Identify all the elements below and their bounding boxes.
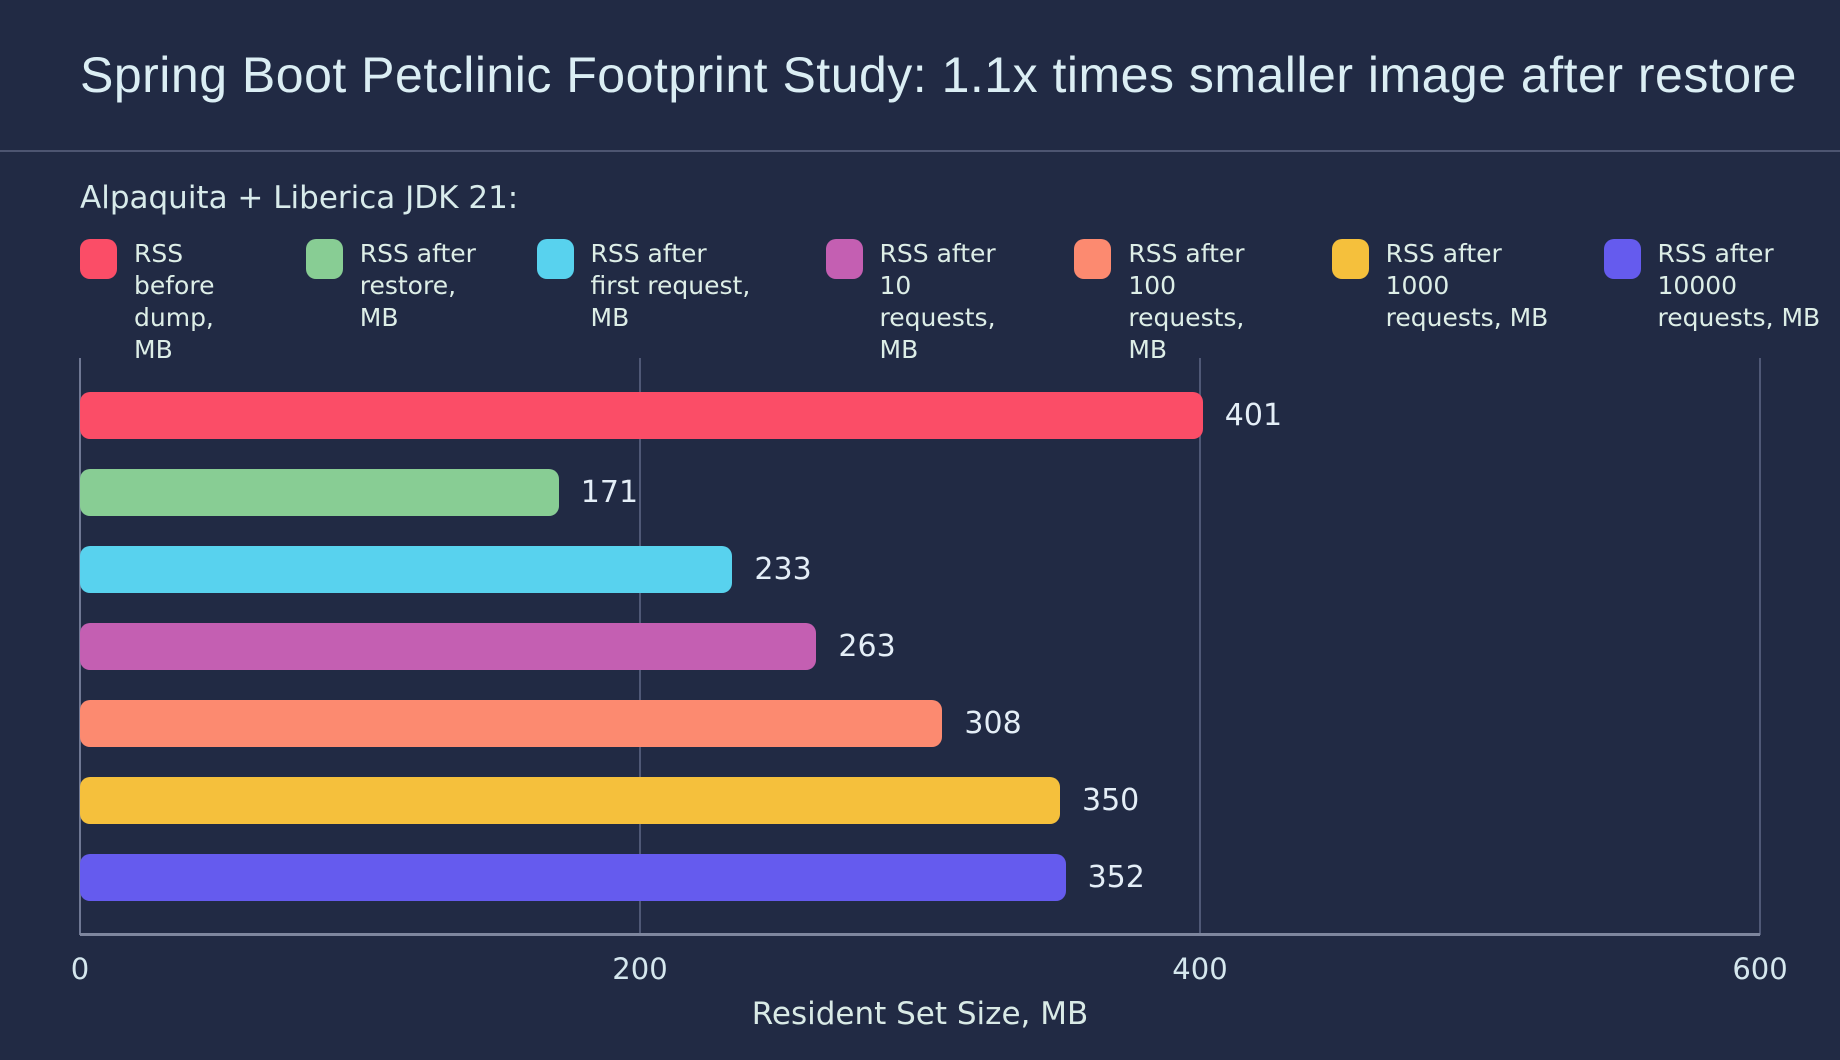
bar xyxy=(80,546,733,593)
legend-label: RSS after first request, MB xyxy=(590,239,751,332)
legend-item: RSS after restore, MB xyxy=(305,238,487,334)
legend-swatch-icon xyxy=(1603,239,1641,279)
chart-title: Spring Boot Petclinic Footprint Study: 1… xyxy=(80,47,1797,103)
x-tick-label: 0 xyxy=(70,952,90,986)
bar xyxy=(80,469,559,516)
bar-value-label: 233 xyxy=(754,552,812,587)
legend-item: RSS after 1000 requests, MB xyxy=(1331,238,1554,334)
bar-value-label: 352 xyxy=(1087,860,1145,895)
bar-row: 350 xyxy=(80,777,1760,824)
x-axis-line xyxy=(80,933,1760,936)
bar-row: 233 xyxy=(80,546,1760,593)
bar xyxy=(80,854,1066,901)
gridline xyxy=(1759,358,1761,935)
bar-row: 171 xyxy=(80,469,1760,516)
legend: RSS before dump, MB RSS after restore, MB RS… xyxy=(80,238,1840,366)
legend-swatch-icon xyxy=(80,239,117,279)
bar xyxy=(80,700,943,747)
legend-item: RSS after 100 requests, MB xyxy=(1074,238,1281,366)
x-tick-label: 600 xyxy=(1732,952,1788,986)
x-axis-ticks: 0 200 400 600 xyxy=(71,952,1788,988)
x-tick-label: 400 xyxy=(1172,952,1228,986)
gridline xyxy=(1198,358,1201,935)
x-axis-label: Resident Set Size, MB xyxy=(751,996,1089,1032)
legend-label: RSS after restore, MB xyxy=(359,239,476,332)
legend-label: RSS after 100 requests, MB xyxy=(1128,239,1245,364)
legend-swatch-icon xyxy=(1074,239,1112,279)
bar-value-label: 171 xyxy=(580,475,639,510)
legend-item: RSS before dump, MB xyxy=(80,238,256,366)
bar-value-label: 263 xyxy=(838,629,896,664)
legend-label: RSS after 10000 requests, MB xyxy=(1657,239,1821,332)
bar xyxy=(80,392,1203,439)
bar-series: 401 171 233 263 308 350 352 xyxy=(80,358,1760,935)
bar-value-label: 350 xyxy=(1082,783,1140,818)
bar-value-label: 308 xyxy=(964,706,1022,741)
legend-swatch-icon xyxy=(825,239,863,279)
bar xyxy=(80,623,817,670)
legend-swatch-icon xyxy=(305,239,343,279)
title-divider xyxy=(0,150,1840,152)
x-tick-label: 200 xyxy=(612,952,668,986)
legend-item: RSS after first request, MB xyxy=(536,238,776,334)
bar-row: 401 xyxy=(80,392,1760,439)
bar-row: 352 xyxy=(80,854,1760,901)
legend-swatch-icon xyxy=(1331,239,1369,279)
plot-area: 401 171 233 263 308 350 352 xyxy=(79,358,1761,936)
legend-label: RSS after 10 requests, MB xyxy=(879,239,996,364)
bar-row: 308 xyxy=(80,700,1760,747)
bar xyxy=(80,777,1060,824)
legend-item: RSS after 10000 requests, MB xyxy=(1603,238,1840,334)
legend-item: RSS after 10 requests, MB xyxy=(825,238,1025,366)
legend-label: RSS before dump, MB xyxy=(134,239,215,364)
legend-heading: Alpaquita + Liberica JDK 21: xyxy=(80,180,519,216)
legend-label: RSS after 1000 requests, MB xyxy=(1385,239,1549,332)
bar-value-label: 401 xyxy=(1224,398,1283,433)
legend-swatch-icon xyxy=(536,239,574,279)
bar-row: 263 xyxy=(80,623,1760,670)
